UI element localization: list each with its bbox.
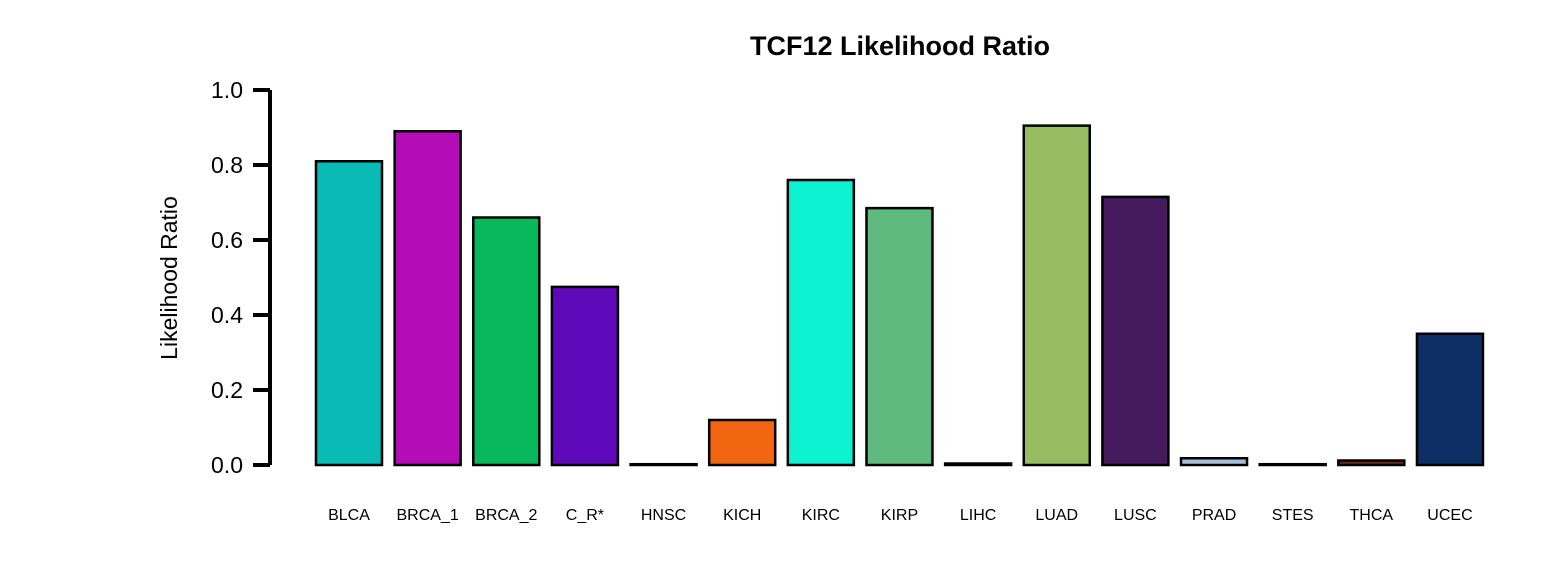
y-tick-label: 0.0 <box>211 452 243 478</box>
bar-luad <box>1022 124 1092 467</box>
bar-lihc <box>943 462 1013 467</box>
x-tick-label: LIHC <box>960 507 996 524</box>
x-tick-label: KICH <box>723 507 761 524</box>
bar-kirp <box>865 206 934 467</box>
x-tick-label: C_R* <box>566 507 604 524</box>
bar-brca-1 <box>393 130 462 467</box>
bar-lusc <box>1101 195 1170 467</box>
x-tick-label: LUSC <box>1114 507 1157 524</box>
y-tick-label: 1.0 <box>211 77 243 103</box>
bar-stes <box>1258 462 1327 467</box>
bar-thca <box>1337 459 1406 467</box>
x-tick-label: HNSC <box>641 507 686 524</box>
x-tick-label: THCA <box>1350 507 1394 524</box>
x-tick-label: BRCA_1 <box>397 507 459 524</box>
bar-c-r- <box>550 285 620 467</box>
bar-kirc <box>786 178 856 467</box>
x-tick-label: KIRP <box>881 507 918 524</box>
y-tick-label: 0.8 <box>211 152 243 178</box>
x-tick-label: LUAD <box>1035 507 1078 524</box>
chart-title: TCF12 Likelihood Ratio <box>750 31 1050 61</box>
bar-brca-2 <box>472 216 541 467</box>
bar-ucec <box>1415 332 1485 467</box>
y-axis: 0.0 0.2 0.4 0.6 0.8 1.0 <box>211 77 272 478</box>
y-tick-label: 0.4 <box>211 302 243 328</box>
bar-blca <box>314 160 384 467</box>
y-tick-label: 0.2 <box>211 377 243 403</box>
bar-hnsc <box>629 462 698 467</box>
x-tick-label: UCEC <box>1427 507 1472 524</box>
bar-prad <box>1179 457 1249 467</box>
x-axis-labels: BLCA BRCA_1 BRCA_2 C_R* HNSC KICH KIRC KIRP LIHC… <box>328 507 1473 524</box>
x-tick-label: BRCA_2 <box>475 507 537 524</box>
x-tick-label: STES <box>1272 507 1314 524</box>
bars-group <box>314 124 1485 467</box>
x-tick-label: BLCA <box>328 507 370 524</box>
y-axis-label: Likelihood Ratio <box>156 196 182 360</box>
x-tick-label: KIRC <box>802 507 840 524</box>
y-tick-label: 0.6 <box>211 227 243 253</box>
bar-kich <box>707 418 777 467</box>
x-tick-label: PRAD <box>1192 507 1236 524</box>
